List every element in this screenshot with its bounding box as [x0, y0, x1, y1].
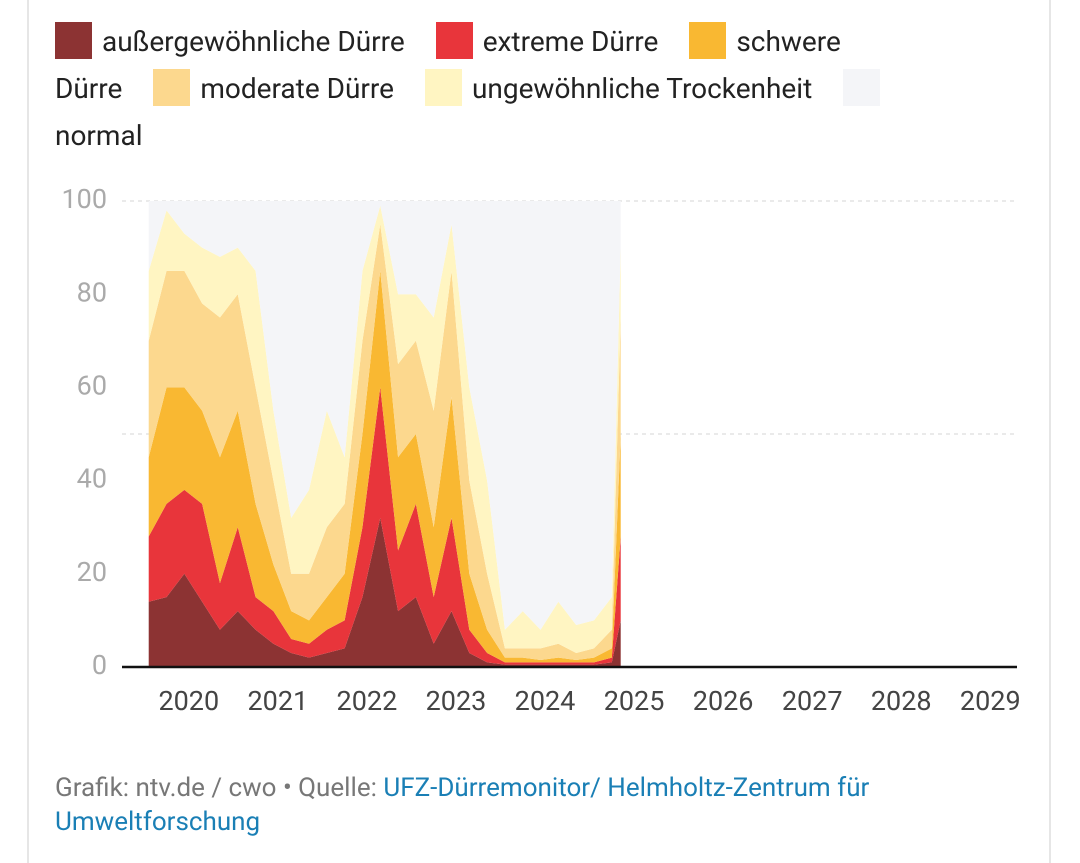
legend: außergewöhnliche Dürre extreme Dürre sch… — [55, 18, 925, 159]
legend-swatch — [153, 69, 191, 106]
y-tick-label: 0 — [92, 649, 107, 681]
area — [148, 205, 621, 654]
y-tick-label: 20 — [77, 556, 107, 588]
card — [27, 0, 1051, 863]
x-tick-label: 2023 — [426, 685, 487, 717]
x-tick-label: 2028 — [871, 685, 932, 717]
legend-swatch — [689, 22, 727, 59]
legend-label: normal — [55, 119, 143, 152]
legend-label: moderate Dürre — [200, 72, 394, 105]
legend-item: ungewöhnliche Trockenheit — [424, 69, 836, 106]
source: Grafik: ntv.de / cwo • Quelle: UFZ-Dürre… — [55, 771, 1015, 839]
area — [148, 201, 621, 630]
source-link[interactable]: UFZ-Dürremonitor/ Helmholtz-Zentrum für … — [55, 773, 870, 837]
y-tick-label: 100 — [61, 183, 107, 215]
legend-item: normal — [55, 69, 890, 152]
legend-swatch — [424, 69, 462, 106]
legend-label: ungewöhnliche Trockenheit — [471, 72, 813, 105]
legend-label: extreme Dürre — [482, 25, 659, 58]
x-tick-label: 2029 — [960, 685, 1021, 717]
legend-item: schwere Dürre — [55, 22, 841, 105]
y-tick-label: 40 — [77, 463, 107, 495]
area — [148, 224, 621, 661]
x-tick-label: 2025 — [604, 685, 665, 717]
x-tick-label: 2021 — [247, 685, 308, 717]
legend-swatch — [55, 22, 92, 59]
legend-item: moderate Dürre — [153, 69, 418, 106]
legend-label: außergewöhnliche Dürre — [102, 25, 405, 58]
x-tick-label: 2020 — [158, 685, 219, 717]
area — [148, 270, 621, 663]
y-tick-label: 60 — [77, 370, 107, 402]
x-tick-label: 2027 — [782, 685, 843, 717]
legend-label: schwere Dürre — [55, 25, 841, 105]
x-tick-label: 2022 — [337, 685, 398, 717]
legend-swatch — [435, 22, 473, 59]
x-tick-label: 2024 — [515, 685, 576, 717]
legend-swatch — [843, 69, 881, 106]
legend-item: außergewöhnliche Dürre — [55, 22, 429, 59]
legend-item: extreme Dürre — [435, 22, 683, 59]
area — [148, 387, 621, 665]
area — [148, 517, 621, 667]
x-tick-label: 2026 — [693, 685, 754, 717]
source-prefix: Grafik: ntv.de / cwo • Quelle: — [55, 773, 384, 803]
y-tick-label: 80 — [77, 276, 107, 308]
